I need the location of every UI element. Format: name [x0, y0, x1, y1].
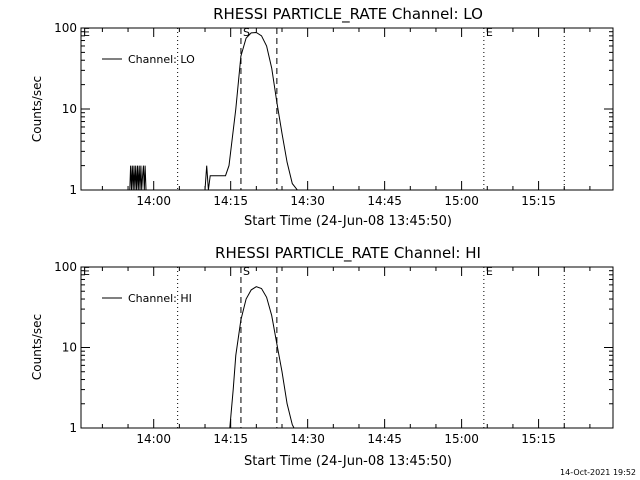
x-tick-label: 14:15	[213, 432, 248, 446]
panel-hi-channel: RHESSI PARTICLE_RATE Channel: HI Counts/…	[30, 244, 614, 469]
x-tick-label: 14:15	[213, 194, 248, 208]
x-tick-label: 14:00	[136, 432, 171, 446]
footer-timestamp: 14-Oct-2021 19:52	[560, 468, 636, 477]
marker-label: E	[486, 26, 493, 39]
marker-label: E	[83, 265, 90, 278]
x-tick-label: 15:15	[521, 432, 556, 446]
x-tick-label: 15:15	[521, 194, 556, 208]
series-line	[81, 31, 613, 191]
marker-label: S	[243, 265, 250, 278]
y-tick-label: 100	[54, 260, 77, 274]
x-tick-label: 14:00	[136, 194, 171, 208]
marker-label: S	[243, 26, 250, 39]
x-tick-label: 15:00	[444, 432, 479, 446]
chart-title: RHESSI PARTICLE_RATE Channel: LO	[213, 5, 483, 24]
y-tick-label: 1	[69, 421, 77, 435]
x-axis-label: Start Time (24-Jun-08 13:45:50)	[244, 214, 452, 229]
series-line	[81, 286, 613, 429]
marker-label: E	[486, 265, 493, 278]
legend-label: Channel: HI	[128, 292, 192, 305]
y-tick-label: 100	[54, 21, 77, 35]
y-axis-label: Counts/sec	[30, 76, 44, 142]
marker-label: E	[83, 26, 90, 39]
x-tick-label: 14:30	[290, 432, 325, 446]
x-tick-label: 14:30	[290, 194, 325, 208]
x-axis-label: Start Time (24-Jun-08 13:45:50)	[244, 454, 452, 469]
y-tick-label: 10	[62, 102, 77, 116]
x-tick-label: 14:45	[367, 194, 402, 208]
legend-label: Channel: LO	[128, 53, 195, 66]
y-tick-label: 10	[62, 341, 77, 355]
panel-lo-channel: RHESSI PARTICLE_RATE Channel: LO Counts/…	[30, 5, 614, 229]
y-axis-label: Counts/sec	[30, 314, 44, 380]
x-tick-label: 15:00	[444, 194, 479, 208]
y-tick-label: 1	[69, 183, 77, 197]
x-tick-label: 14:45	[367, 432, 402, 446]
chart-title: RHESSI PARTICLE_RATE Channel: HI	[215, 244, 481, 263]
